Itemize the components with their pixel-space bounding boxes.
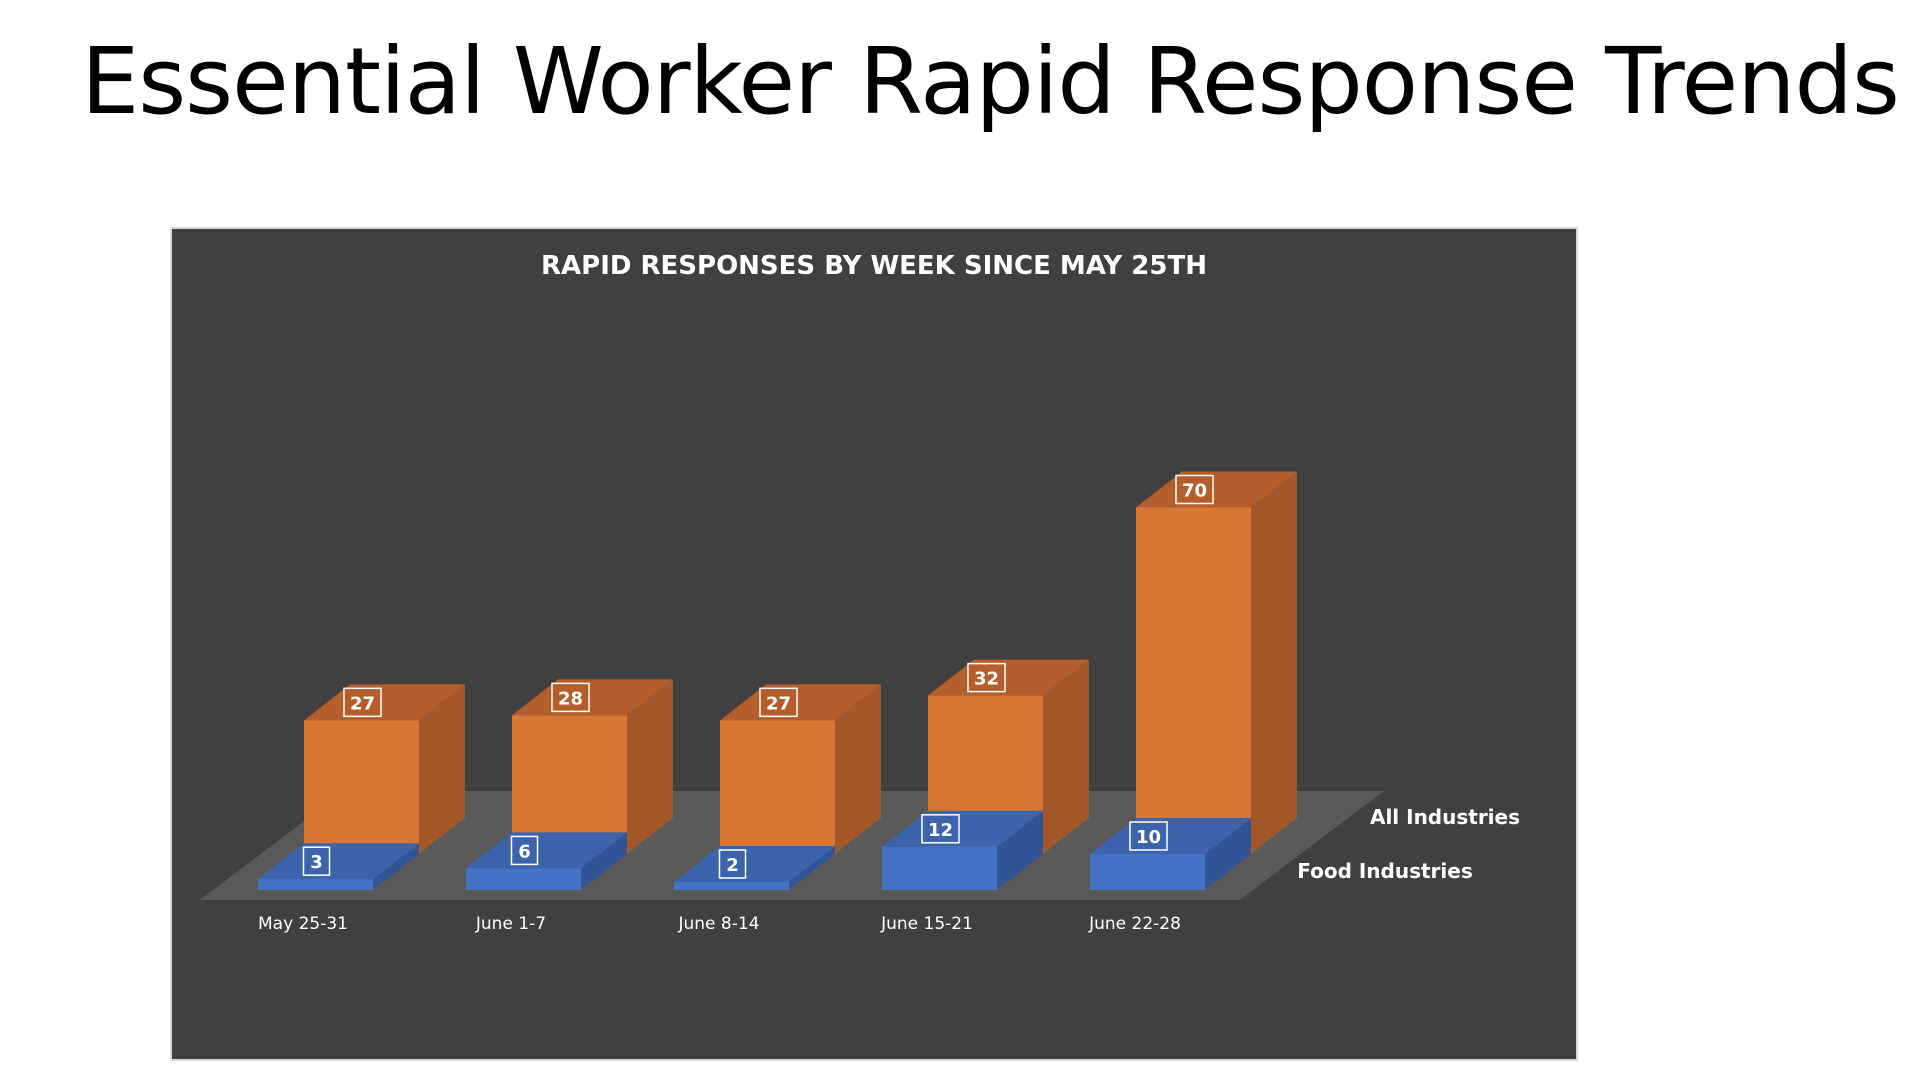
slide-title: Essential Worker Rapid Response Trends: [81, 28, 1900, 135]
svg-text:27: 27: [766, 693, 791, 714]
chart-title: RAPID RESPONSES BY WEEK SINCE MAY 25TH: [541, 251, 1207, 281]
bar-food-industries-1: [466, 832, 627, 890]
data-label-all-2: 27: [759, 687, 798, 718]
bar-all-industries-0: [304, 684, 465, 854]
bar-all-industries-1: [512, 679, 673, 854]
data-label-food-1: 6: [510, 835, 539, 866]
data-label-all-3: 32: [967, 662, 1006, 693]
data-label-all-0: 27: [343, 687, 382, 718]
svg-text:12: 12: [928, 820, 953, 841]
svg-text:32: 32: [974, 669, 999, 690]
x-tick-label-2: June 8-14: [677, 914, 759, 934]
x-tick-label-1: June 1-7: [475, 914, 546, 934]
svg-text:2: 2: [726, 855, 739, 876]
bar-food-industries-3: [882, 810, 1043, 890]
svg-text:28: 28: [558, 688, 583, 709]
bar-all-industries-2: [720, 684, 881, 854]
svg-text:10: 10: [1136, 827, 1161, 848]
data-label-food-0: 3: [302, 846, 331, 876]
svg-text:70: 70: [1182, 481, 1207, 502]
x-tick-label-3: June 15-21: [880, 914, 973, 934]
svg-text:3: 3: [310, 852, 323, 873]
series-label-all-industries: All Industries: [1370, 805, 1520, 829]
x-tick-label-0: May 25-31: [258, 914, 348, 934]
bar-food-industries-0: [258, 843, 419, 890]
x-tick-label-4: June 22-28: [1088, 914, 1181, 934]
svg-text:6: 6: [518, 841, 531, 862]
data-label-all-1: 28: [551, 682, 590, 713]
chart-area: [170, 227, 1578, 1061]
bar-food-industries-2: [674, 846, 835, 890]
bar-all-industries-4: [1136, 471, 1297, 854]
data-label-food-2: 2: [718, 849, 747, 879]
data-label-food-4: 10: [1129, 821, 1168, 851]
svg-text:27: 27: [350, 693, 375, 714]
data-label-all-4: 70: [1175, 474, 1214, 505]
series-label-food-industries: Food Industries: [1297, 859, 1473, 883]
data-label-food-3: 12: [921, 814, 960, 844]
